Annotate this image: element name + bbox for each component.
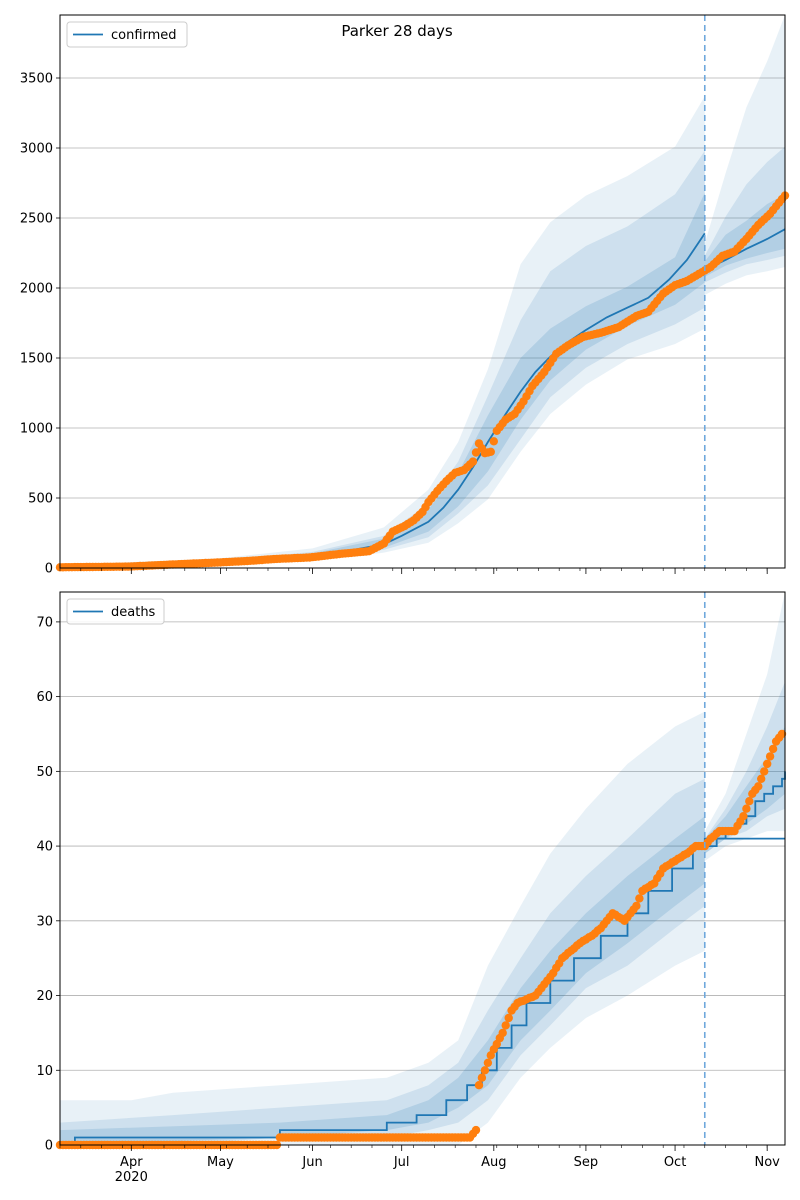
y-tick-label: 3000 [20, 142, 53, 157]
x-tick-label: Jun [301, 1155, 322, 1170]
band-inner [60, 816, 705, 1145]
band-middle [704, 146, 785, 283]
legend-box [66, 21, 188, 48]
observed-point [763, 759, 772, 769]
x-tick-year-label: 2020 [115, 1170, 148, 1185]
y-tick-label: 20 [36, 989, 53, 1004]
y-tick-label: 60 [36, 690, 53, 705]
y-tick-label: 40 [36, 840, 53, 855]
y-tick-label: 10 [36, 1064, 53, 1079]
y-tick-label: 500 [28, 492, 53, 507]
series-line-deaths [60, 837, 785, 1146]
observed-point [757, 774, 766, 783]
y-tick-label: 3500 [20, 72, 53, 87]
y-tick-label: 0 [45, 1139, 53, 1154]
observed-point [489, 437, 498, 446]
band-middle [60, 150, 705, 569]
observed-point [471, 1125, 481, 1135]
observed-point [468, 457, 478, 466]
x-tick-label: May [207, 1155, 234, 1170]
observed-point [632, 901, 641, 911]
observed-point [745, 797, 754, 806]
x-tick-label: Aug [481, 1155, 506, 1170]
observed-point [480, 1066, 490, 1075]
observed-point [742, 804, 751, 813]
observed-point [777, 729, 787, 739]
observed-point [504, 1013, 513, 1023]
x-tick-label: Apr [120, 1155, 143, 1170]
y-tick-label: 50 [36, 765, 53, 780]
y-tick-label: 70 [36, 615, 53, 630]
x-tick-label: Sep [574, 1155, 599, 1170]
chart-title: Parker 28 days [341, 22, 452, 40]
band-outer [704, 15, 785, 295]
series-line-deaths-forecast [704, 771, 786, 847]
y-tick-label: 2500 [20, 212, 53, 227]
band-outer [60, 96, 705, 568]
legend-box [66, 598, 165, 625]
observed-point [768, 744, 778, 754]
x-tick-label: Nov [754, 1155, 780, 1170]
observed-point [474, 1081, 484, 1090]
y-tick-label: 1500 [20, 352, 53, 367]
observed-point [635, 894, 644, 903]
observed-point [739, 812, 748, 821]
confirmed-panel: 0 500 1000 1500 2000 2500 3000 3500 confirmed [20, 14, 790, 577]
band-middle [704, 681, 785, 854]
band-outer [60, 711, 705, 1145]
band-inner [704, 726, 785, 854]
observed-point [760, 767, 769, 776]
x-tick-label: Oct [664, 1155, 686, 1170]
observed-point [471, 448, 481, 457]
observed-point [765, 752, 775, 761]
observed-point [501, 1021, 510, 1030]
x-tick-label: Jul [393, 1155, 410, 1170]
observed-point [486, 447, 495, 456]
observed-point [477, 1073, 487, 1082]
y-tick-label: 30 [36, 914, 53, 929]
observed-point [754, 782, 763, 791]
legend-label: deaths [111, 605, 156, 620]
y-tick-label: 1000 [20, 422, 53, 437]
y-tick-label: 2000 [20, 282, 53, 297]
axes-frame [59, 591, 786, 1146]
legend-label: confirmed [111, 28, 177, 43]
observed-point [483, 1058, 493, 1068]
observed-point [498, 1028, 507, 1038]
y-tick-label: 0 [45, 562, 53, 577]
axes-frame [59, 14, 786, 569]
band-middle [60, 778, 705, 1145]
